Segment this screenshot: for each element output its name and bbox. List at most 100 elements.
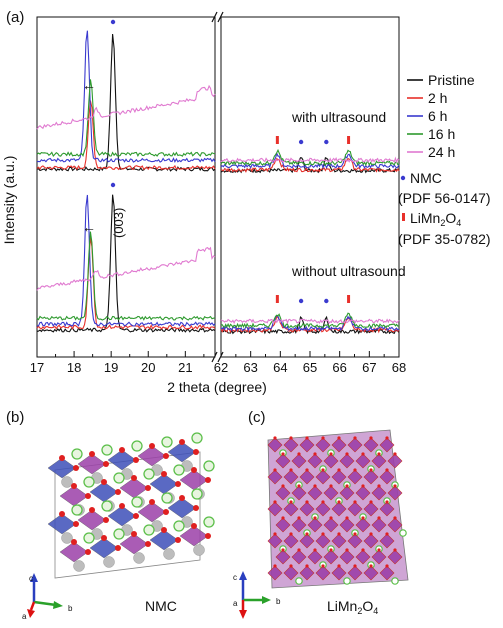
nmc-peak-marker [110,19,116,25]
lithium-atom [295,577,303,585]
mn-octahedron [339,485,355,501]
oxygen-atom [73,465,79,471]
oxygen-atom [115,489,121,495]
lithium-atom [191,432,203,444]
oxygen-atom [273,436,277,440]
nmc-peak-marker [298,139,304,145]
series-line-24h-right [220,156,400,164]
lithium-atom [173,520,185,532]
caption-limn2o4: LiMn2O4 [327,598,378,616]
mn-octahedron [267,533,283,549]
oxygen-atom [393,452,397,456]
oxygen-atom [361,484,365,488]
lithium-atom [399,529,407,537]
octahedron [149,529,179,551]
x-axis-label: 2 theta (degree) [167,379,267,395]
legend: Pristine 2 h 6 h 16 h 24 h [407,72,475,160]
oxygen-atom [175,537,181,543]
group-label-with: with ultrasound [291,109,386,125]
legend-entry-label: 16 h [428,126,455,142]
oxygen-atom [163,509,169,515]
oxygen-atom [175,481,181,487]
octahedron [167,497,197,519]
oxygen-atom [385,468,389,472]
oxygen-atom [145,541,151,547]
x-tick-label: 67 [362,360,376,375]
mn-octahedron [283,533,299,549]
lithium-atom [391,577,399,585]
legend-marker-limn: LiMn2O4 (PDF 35-0782) [398,210,491,247]
oxygen-atom [179,439,185,445]
oxygen-atom [205,533,211,539]
oxygen-atom [85,549,91,555]
octahedron [107,449,137,471]
oxygen-atom [85,493,91,499]
series-line-2h-left [36,100,216,171]
oxygen-atom [289,436,293,440]
oxygen-atom [337,468,341,472]
orientation-axes-left: c a b [22,573,73,621]
mn-octahedron [339,517,355,533]
x-tick-label: 62 [214,360,228,375]
oxygen-atom [385,564,389,568]
mn-octahedron [387,517,403,533]
oxygen-atom [345,548,349,552]
oxygen-atom [369,436,373,440]
oxygen-atom [329,516,333,520]
lithium-atom [143,468,155,480]
x-tick-label: 68 [392,360,406,375]
series-line-16h-right [220,312,400,329]
oxygen-atom [281,484,285,488]
oxygen-atom [89,507,95,513]
mn-octahedron [291,453,307,469]
octahedron [59,541,89,563]
oxygen-atom [305,564,309,568]
series-line-2h-left [36,237,216,330]
oxygen-atom [313,548,317,552]
oxygen-atom [289,564,293,568]
legend-nmc-ref: (PDF 56-0147) [398,190,491,206]
oxygen-atom [289,500,293,504]
axis-break-bottom [211,351,224,363]
limn-peak-marker [275,295,279,303]
oxygen-atom [345,484,349,488]
oxygen-atom [59,455,65,461]
nmc-peak-marker [324,298,329,304]
mn-octahedron [363,565,379,581]
oxygen-atom [305,468,309,472]
mn-octahedron [347,501,363,517]
nmc-structure [47,432,215,579]
mn-octahedron [299,469,315,485]
oxygen-atom [131,531,137,537]
oxygen-atom [289,532,293,536]
oxygen-atom [377,516,381,520]
axis-break-top [211,11,224,23]
x-tick-label: 63 [243,360,257,375]
oxygen-atom [297,516,301,520]
mn-octahedron [347,533,363,549]
series-line-2h-right [220,157,400,173]
series-line-6h-left [37,194,216,328]
mn-octahedron [371,485,387,501]
legend-entry-label: 6 h [428,108,447,124]
metal-atom [61,532,73,544]
oxygen-atom [353,532,357,536]
x-tick-label: 64 [273,360,287,375]
series-line-pristine-right [220,157,400,174]
oxygen-atom [361,452,365,456]
lithium-atom [161,492,173,504]
mn-octahedron [363,437,379,453]
limn-peak-marker [275,136,279,144]
octahedron [89,537,119,559]
x-tick-label: 65 [303,360,317,375]
mn-octahedron [379,469,395,485]
nmc-peak-marker [324,139,329,145]
mn-octahedron [323,517,339,533]
plot-data [36,19,400,335]
mn-octahedron [387,485,403,501]
oxygen-atom [377,548,381,552]
legend-entry-label: Pristine [428,72,475,88]
mn-octahedron [331,469,347,485]
nmc-peak-marker [298,298,304,304]
mn-octahedron [347,437,363,453]
